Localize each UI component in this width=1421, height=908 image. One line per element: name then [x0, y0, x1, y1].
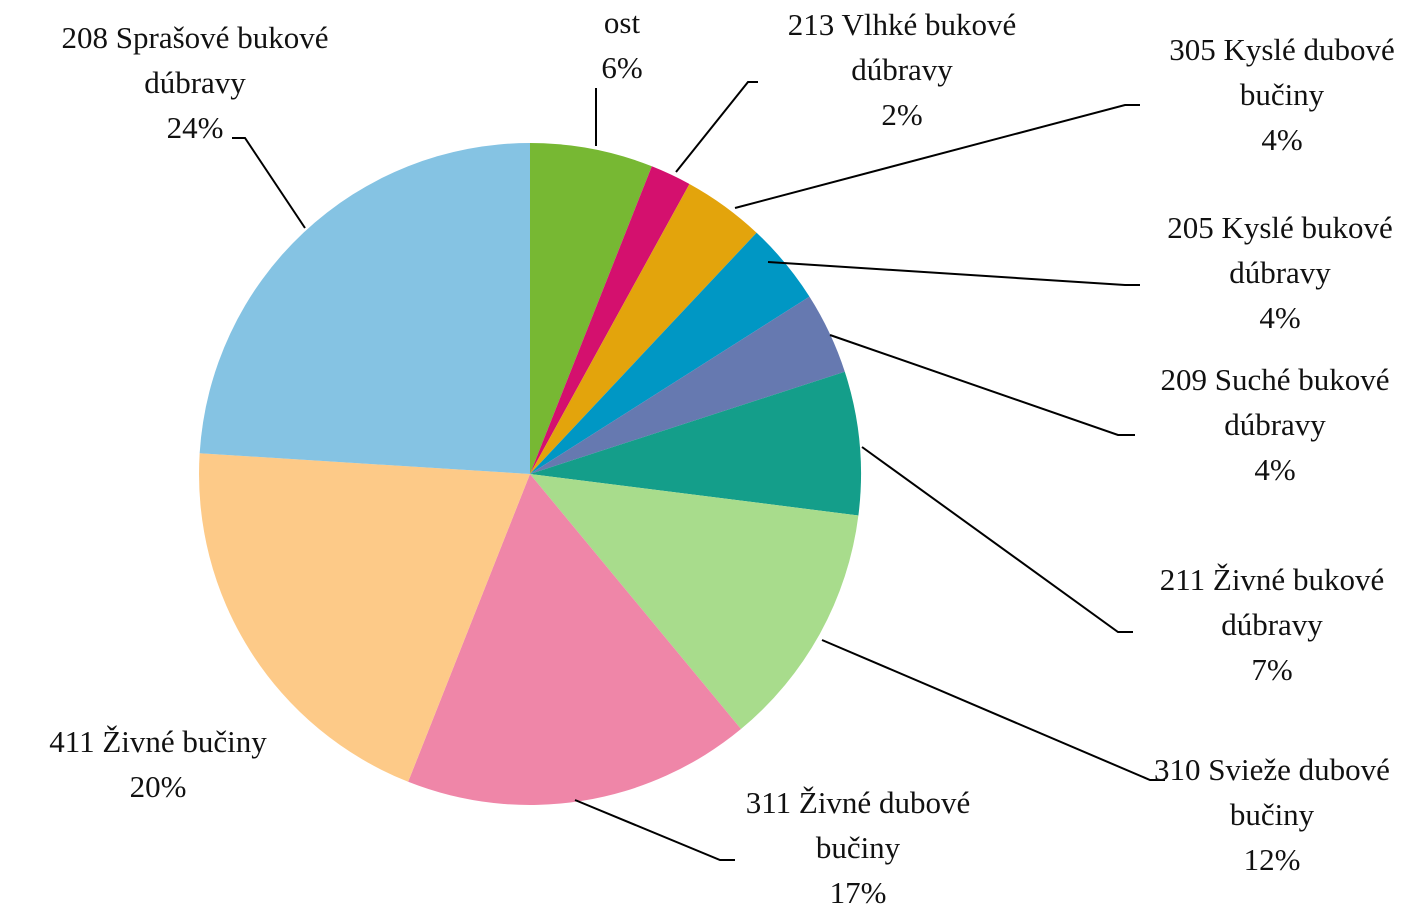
value-label: 4%	[1261, 122, 1303, 157]
value-label: 4%	[1259, 300, 1301, 335]
pie-slice	[530, 371, 861, 516]
pie-slice	[530, 474, 859, 730]
slice-label: 205 Kyslé bukové dúbravy 4%	[1135, 205, 1421, 340]
value-label: 7%	[1251, 652, 1293, 687]
value-label: 12%	[1243, 842, 1301, 877]
slice-label: 213 Vlhké bukové dúbravy 2%	[757, 2, 1047, 137]
category-label: 310 Svieže dubové bučiny	[1154, 752, 1390, 832]
slice-label: 208 Sprašové bukové dúbravy 24%	[50, 15, 340, 150]
slice-label: 311 Živné dubové bučiny 17%	[713, 780, 1003, 908]
leader-line	[574, 799, 735, 861]
leader-line	[767, 261, 1140, 286]
category-label: 211 Živné bukové dúbravy	[1159, 562, 1385, 642]
pie-slice	[199, 453, 530, 782]
pie-slice	[530, 166, 690, 474]
value-label: 2%	[881, 97, 923, 132]
category-label: 411 Živné bučiny	[49, 724, 267, 759]
value-label: 24%	[166, 110, 224, 145]
category-label: 209 Suché bukové dúbravy	[1160, 362, 1390, 442]
value-label: 17%	[829, 875, 887, 908]
category-label: 305 Kyslé dubové bučiny	[1169, 32, 1395, 112]
leader-line	[829, 334, 1135, 436]
category-label: 311 Živné dubové bučiny	[745, 785, 971, 865]
pie-slice	[199, 143, 531, 474]
pie-slice	[530, 296, 845, 474]
pie-slice	[408, 474, 741, 805]
slices	[199, 143, 861, 805]
pie-slice	[530, 143, 652, 474]
value-label: 4%	[1254, 452, 1296, 487]
slice-label: ost 6%	[562, 0, 682, 90]
value-label: 20%	[129, 769, 187, 804]
pie-slice	[530, 232, 810, 474]
slice-label: 211 Živné bukové dúbravy 7%	[1127, 557, 1417, 692]
value-label: 6%	[601, 50, 643, 85]
leader-lines	[232, 81, 1165, 861]
leader-line	[675, 81, 758, 173]
category-label: 208 Sprašové bukové dúbravy	[61, 20, 329, 100]
pie-slice	[530, 183, 757, 474]
leader-line	[232, 137, 306, 229]
leader-line	[821, 639, 1165, 781]
slice-label: 310 Svieže dubové bučiny 12%	[1127, 747, 1417, 882]
category-label: 213 Vlhké bukové dúbravy	[787, 7, 1017, 87]
category-label: 205 Kyslé bukové dúbravy	[1167, 210, 1393, 290]
slice-label: 305 Kyslé dubové bučiny 4%	[1137, 27, 1421, 162]
leader-line	[861, 446, 1133, 633]
slice-label: 209 Suché bukové dúbravy 4%	[1130, 357, 1420, 492]
leader-line	[734, 104, 1140, 209]
slice-label: 411 Živné bučiny 20%	[0, 719, 318, 809]
category-label: ost	[603, 5, 641, 40]
